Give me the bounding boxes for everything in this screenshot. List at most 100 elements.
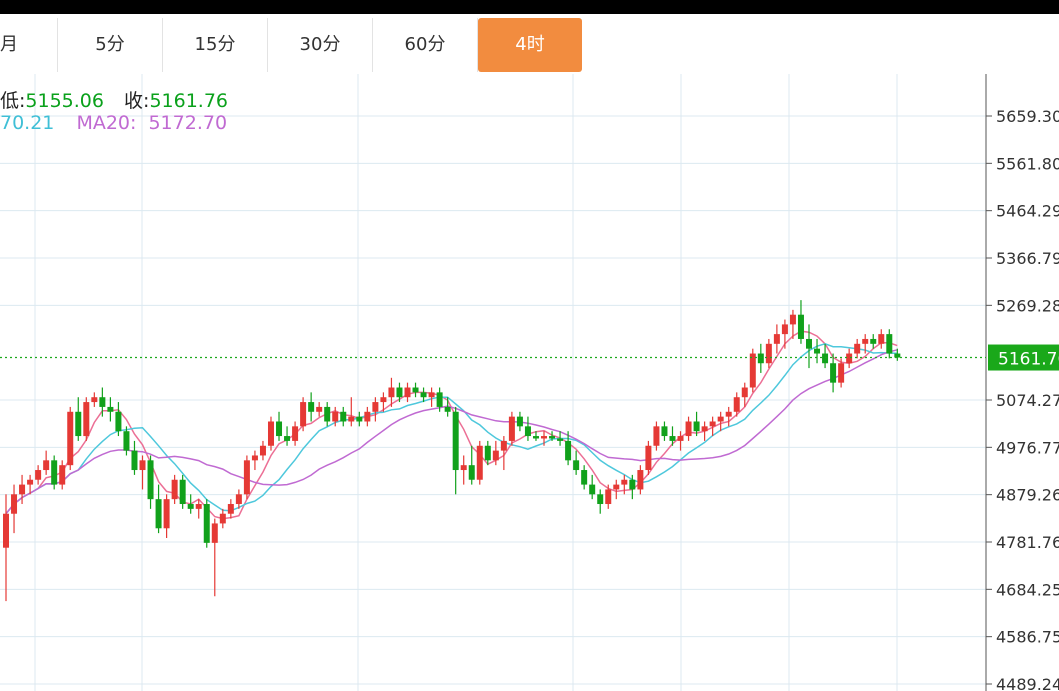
candle-body xyxy=(267,421,274,446)
candle-body xyxy=(765,343,772,364)
candle-body xyxy=(822,353,829,364)
y-tick-label: 5269.28 xyxy=(996,296,1059,315)
last-price-label: 5161.76 xyxy=(998,350,1059,370)
candle-body xyxy=(340,411,347,422)
candle-body xyxy=(324,406,331,422)
candle-body xyxy=(227,504,234,514)
tab-4h[interactable]: 4时 xyxy=(478,18,582,72)
candle-body xyxy=(725,411,732,417)
candle-body xyxy=(428,392,435,398)
candle-body xyxy=(629,479,636,490)
y-tick-label: 4976.77 xyxy=(996,438,1059,457)
candle-body xyxy=(854,343,861,354)
candle-body xyxy=(131,450,138,471)
tab-60min[interactable]: 60分 xyxy=(373,18,478,72)
candle-body xyxy=(75,411,82,437)
low-value: 5155.06 xyxy=(25,90,104,112)
candle-body xyxy=(838,363,845,383)
candle-body xyxy=(3,513,9,548)
close-label: 收: xyxy=(124,90,150,112)
candle-body xyxy=(557,438,564,441)
candle-body xyxy=(284,436,291,441)
ohlc-readout: 低:5155.06 收:5161.76 xyxy=(0,86,228,113)
y-tick-label: 4879.26 xyxy=(996,486,1059,505)
candle-body xyxy=(420,392,427,398)
candle-body xyxy=(677,436,684,441)
candle-body xyxy=(99,397,106,407)
candle-body xyxy=(300,402,307,427)
candle-body xyxy=(67,411,74,466)
y-tick-label: 5464.29 xyxy=(996,202,1059,221)
candle-body xyxy=(797,314,804,339)
tab-15min[interactable]: 15分 xyxy=(163,18,268,72)
candle-body xyxy=(749,353,756,388)
candle-body xyxy=(187,504,194,509)
candle-body xyxy=(123,431,130,451)
candle-body xyxy=(733,397,740,412)
candle-body xyxy=(460,465,467,471)
candle-body xyxy=(878,334,885,344)
candle-body xyxy=(789,314,796,325)
ma20-line xyxy=(5,349,898,515)
y-tick-label: 4586.75 xyxy=(996,628,1059,647)
candle-body xyxy=(452,411,459,471)
candle-body xyxy=(276,421,283,437)
low-label: 低: xyxy=(0,90,26,112)
candle-body xyxy=(637,470,644,490)
candle-body xyxy=(364,411,371,422)
tab-5min[interactable]: 5分 xyxy=(58,18,163,72)
candle-body xyxy=(11,494,18,514)
candle-body xyxy=(492,450,499,461)
tab-month[interactable]: 月 xyxy=(0,18,58,72)
candle-body xyxy=(219,513,226,524)
candle-body xyxy=(155,499,162,529)
close-value: 5161.76 xyxy=(149,90,229,112)
candle-body xyxy=(51,460,58,485)
candle-body xyxy=(516,416,523,427)
candle-body xyxy=(115,411,122,432)
candle-body xyxy=(147,460,154,500)
candle-body xyxy=(444,406,451,412)
candle-body xyxy=(468,465,475,480)
candle-body xyxy=(332,411,339,422)
candle-body xyxy=(179,479,186,505)
candle-body xyxy=(404,387,411,398)
candle-body xyxy=(781,324,788,335)
candle-body xyxy=(597,494,604,505)
candle-body xyxy=(773,334,780,344)
candle-body xyxy=(532,436,539,439)
y-tick-label: 4684.25 xyxy=(996,580,1059,599)
candle-body xyxy=(372,402,379,412)
candle-body xyxy=(685,421,692,437)
candle-body xyxy=(661,426,668,437)
candle-body xyxy=(541,436,548,439)
candle-body xyxy=(171,479,178,500)
candle-body xyxy=(163,499,170,529)
ma-cyan-line xyxy=(5,343,898,515)
candle-body xyxy=(645,445,652,471)
candle-body xyxy=(806,338,812,349)
candle-body xyxy=(894,353,901,358)
candle-body xyxy=(356,416,363,422)
candle-body xyxy=(211,523,218,543)
y-tick-label: 4781.76 xyxy=(996,533,1059,552)
candle-body xyxy=(565,440,572,461)
candle-body xyxy=(830,363,837,383)
last-price-badge xyxy=(988,344,1059,371)
timeframe-tabs: 月 5分 15分 30分 60分 4时 xyxy=(0,14,1059,72)
candle-body xyxy=(500,440,507,451)
candle-body xyxy=(396,387,403,398)
candle-body xyxy=(19,484,26,495)
top-bar xyxy=(0,0,1059,14)
candle-body xyxy=(549,436,556,439)
candle-body xyxy=(27,479,34,485)
ma-readout: 70.21 MA20: 5172.70 xyxy=(0,112,227,134)
candle-body xyxy=(709,421,716,427)
candle-body xyxy=(581,470,588,485)
candle-body xyxy=(83,402,90,437)
tab-30min[interactable]: 30分 xyxy=(268,18,373,72)
candle-body xyxy=(59,465,66,485)
candle-body xyxy=(653,426,660,446)
candle-body xyxy=(669,436,676,441)
